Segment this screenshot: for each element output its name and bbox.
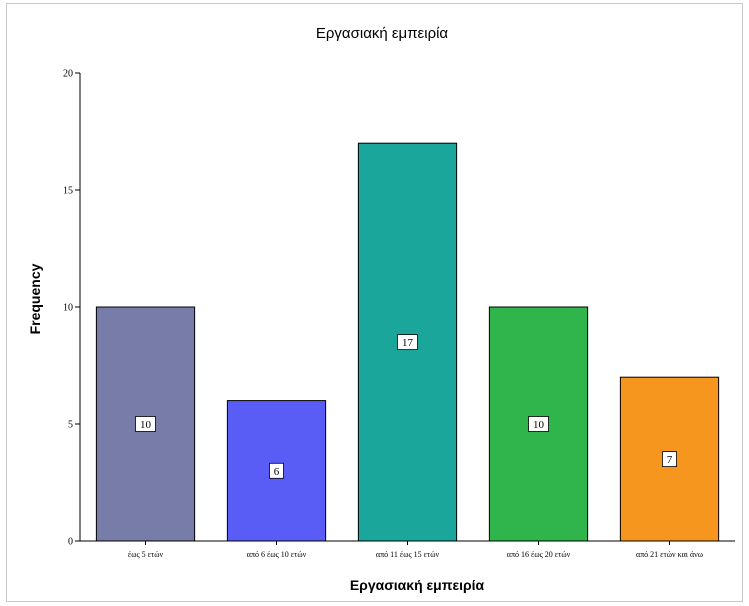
chart-title: Εργασιακή εμπειρία <box>316 25 449 42</box>
x-tick-label: από 11 έως 15 ετών <box>376 550 440 559</box>
x-tick-label: από 21 ετών και άνω <box>636 550 703 559</box>
data-label-box <box>269 462 284 479</box>
data-label-box <box>662 451 677 468</box>
y-axis-title: Frequency <box>27 263 43 334</box>
y-tick-label: 20 <box>63 69 73 80</box>
bar-chart: Εργασιακή εμπειρία Frequency Εργασιακή ε… <box>27 25 735 593</box>
y-tick-label: 15 <box>63 186 73 197</box>
x-axis-title: Εργασιακή εμπειρία <box>350 577 485 593</box>
bars-group: 10 6 17 10 7 <box>95 142 720 542</box>
x-tick-label: έως 5 ετών <box>128 550 164 559</box>
data-label: 10 <box>533 419 545 431</box>
y-tick-label: 10 <box>63 303 73 314</box>
data-label: 7 <box>667 454 673 466</box>
chart-frame: Εργασιακή εμπειρία Frequency Εργασιακή ε… <box>6 3 743 602</box>
x-tick-label: από 16 έως 20 ετών <box>507 550 571 559</box>
data-label: 6 <box>274 466 280 478</box>
data-label-box <box>397 334 418 351</box>
x-tick-label: από 6 έως 10 ετών <box>247 550 307 559</box>
y-tick-label: 0 <box>68 537 73 548</box>
data-label: 17 <box>402 337 414 349</box>
data-label-box <box>528 416 549 432</box>
data-label-box <box>135 416 156 432</box>
y-tick-label: 5 <box>68 420 73 431</box>
data-label: 10 <box>140 419 152 431</box>
